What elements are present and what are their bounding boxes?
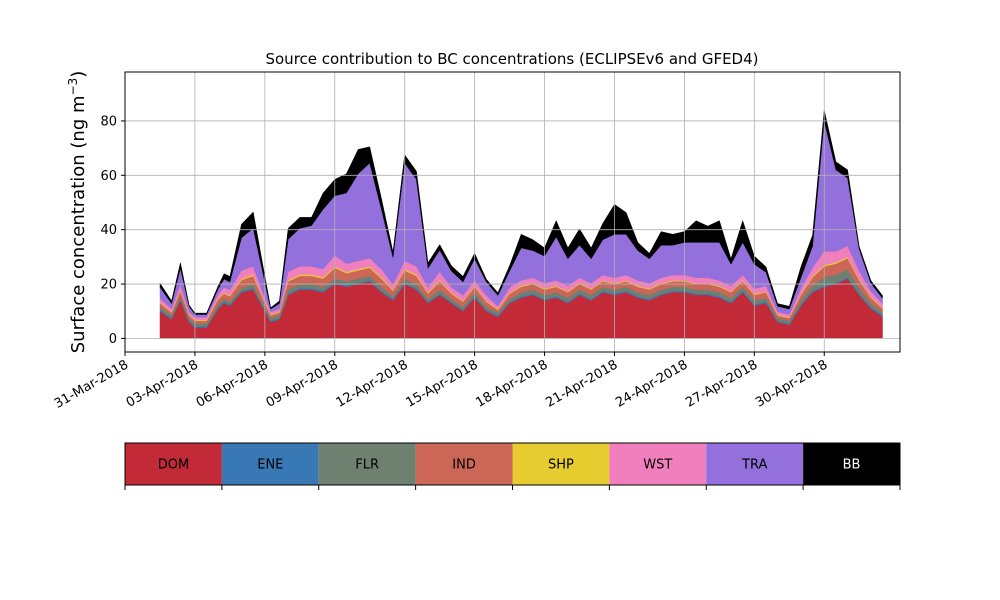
y-axis-label: Surface concentration (ng m−3)	[66, 71, 89, 354]
legend-swatch-ind	[415, 443, 513, 485]
stacked-areas	[159, 110, 883, 339]
legend-label-bb: BB	[843, 458, 861, 473]
legend-swatch-dom	[125, 443, 222, 485]
grid-lines	[124, 72, 900, 352]
x-tick-label: 03-Apr-2018	[124, 357, 201, 410]
x-tick-label: 30-Apr-2018	[753, 357, 830, 410]
legend-swatch-bb	[803, 443, 900, 485]
y-tick-label: 40	[100, 223, 117, 238]
x-tick-label: 06-Apr-2018	[194, 357, 271, 410]
legend-label-flr: FLR	[355, 458, 379, 473]
legend-swatch-shp	[512, 443, 610, 485]
y-axis-label-main: Surface concentration (ng m	[68, 95, 89, 353]
y-tick-label: 0	[109, 332, 117, 347]
legend-label-shp: SHP	[548, 458, 574, 473]
x-tick-label: 24-Apr-2018	[613, 357, 690, 410]
y-axis-label-close: )	[68, 71, 89, 78]
y-tick-label: 80	[100, 114, 117, 129]
y-axis-ticks: 0 20 40 60 80	[100, 114, 125, 347]
legend-swatch-flr	[318, 443, 416, 485]
legend-label-wst: WST	[643, 458, 672, 473]
chart-title: Source contribution to BC concentrations…	[265, 50, 758, 68]
x-tick-label: 12-Apr-2018	[334, 357, 411, 410]
y-axis-label-superscript: −3	[66, 78, 80, 96]
legend-colorbar: DOM ENE FLR IND SHP WST TRA BB	[124, 442, 901, 490]
x-tick-label: 31-Mar-2018	[52, 357, 131, 411]
legend-swatch-tra	[706, 443, 804, 485]
plot-area: 0 20 40 60 80 31-Mar-201803-Apr-201806-Apr-2…	[52, 71, 901, 412]
y-tick-label: 20	[100, 278, 117, 293]
legend-label-tra: TRA	[741, 458, 767, 473]
x-axis-ticks: 31-Mar-201803-Apr-201806-Apr-201809-Apr-…	[52, 352, 830, 412]
x-tick-label: 18-Apr-2018	[473, 357, 550, 410]
area-series-bb	[159, 110, 883, 315]
plot-frame	[124, 71, 901, 353]
x-tick-label: 15-Apr-2018	[404, 357, 481, 410]
legend-swatch-wst	[609, 443, 707, 485]
legend-label-ene: ENE	[257, 458, 283, 473]
x-tick-label: 27-Apr-2018	[683, 357, 760, 410]
x-tick-label: 21-Apr-2018	[543, 357, 620, 410]
legend-label-dom: DOM	[158, 458, 189, 473]
legend-swatch-ene	[221, 443, 319, 485]
y-tick-label: 60	[100, 169, 117, 184]
legend-label-ind: IND	[452, 458, 476, 473]
x-tick-label: 09-Apr-2018	[264, 357, 341, 410]
